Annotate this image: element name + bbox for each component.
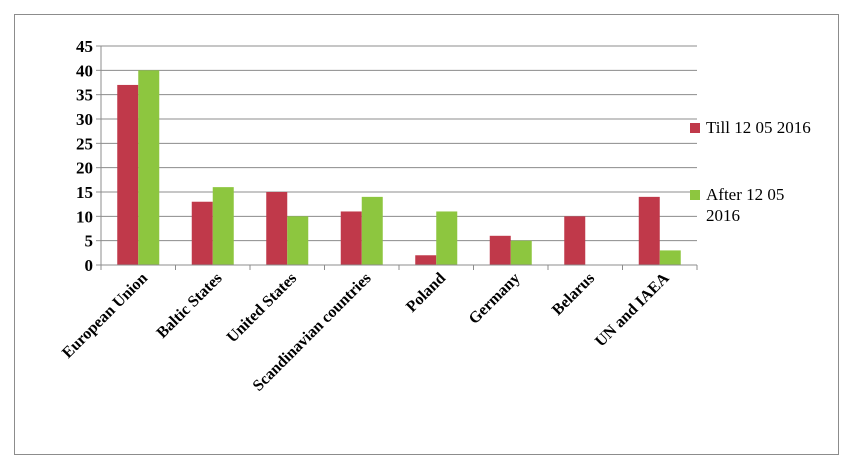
bar-till [340, 211, 362, 265]
bars [117, 70, 681, 265]
y-tick-label: 25 [76, 134, 93, 153]
bar-after [436, 211, 458, 265]
bar-after [361, 196, 383, 265]
legend-swatch [690, 190, 700, 200]
bar-till [564, 216, 586, 265]
x-tick-label: Poland [403, 270, 449, 316]
bar-till [415, 255, 437, 265]
axes [100, 46, 697, 266]
y-tick-label: 30 [76, 110, 93, 129]
legend-label: After 12 05 2016 [706, 185, 784, 225]
y-tick-label: 0 [85, 256, 94, 275]
bar-till [489, 235, 511, 265]
y-tick-label: 45 [76, 37, 93, 56]
y-tick-label: 15 [76, 183, 93, 202]
bar-after [287, 216, 309, 265]
legend-swatch [690, 123, 700, 133]
bar-after [510, 240, 532, 265]
y-tick-label: 35 [76, 86, 93, 105]
bar-after [212, 187, 234, 265]
x-tick-label: Germany [466, 270, 524, 328]
y-tick-label: 20 [76, 159, 93, 178]
gridlines [101, 45, 697, 242]
y-tick-label: 10 [76, 207, 93, 226]
x-tick-label: UN and IAEA [592, 269, 673, 350]
bar-after [659, 250, 681, 265]
bar-till [117, 84, 139, 265]
bar-after [138, 70, 160, 265]
y-axis-ticks: 0 5 10 15 20 25 30 35 40 45 [76, 37, 101, 275]
y-tick-label: 40 [76, 61, 93, 80]
bar-till [638, 196, 660, 265]
x-tick-label: Baltic States [154, 270, 226, 342]
bar-till [191, 201, 213, 265]
y-tick-label: 5 [85, 232, 94, 251]
x-tick-label: Belarus [549, 270, 598, 319]
legend: Till 12 05 2016 After 12 05 2016 [690, 118, 811, 225]
x-tick-label: European Union [59, 270, 151, 362]
x-tick-label: United States [224, 270, 300, 346]
legend-label: Till 12 05 2016 [706, 118, 811, 137]
bar-till [266, 192, 288, 265]
